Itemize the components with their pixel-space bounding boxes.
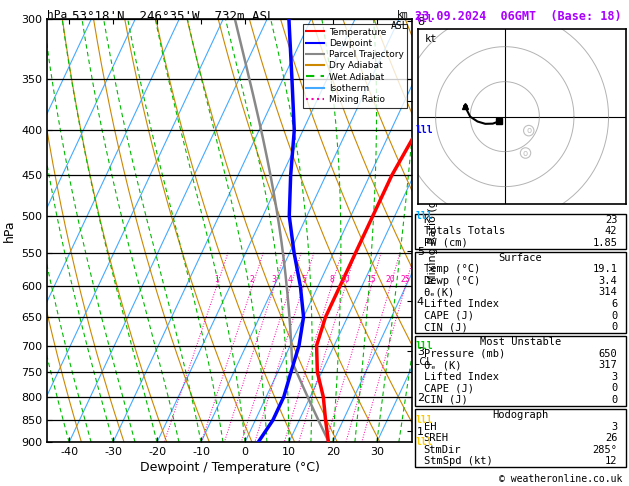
Text: lll: lll [415, 15, 433, 24]
Text: 2: 2 [250, 275, 255, 284]
Text: 3: 3 [611, 372, 618, 382]
Text: 0: 0 [611, 311, 618, 321]
Text: 0: 0 [611, 322, 618, 332]
Text: 10: 10 [340, 275, 350, 284]
Text: 314: 314 [599, 287, 618, 297]
Text: Pressure (mb): Pressure (mb) [423, 349, 505, 359]
Legend: Temperature, Dewpoint, Parcel Trajectory, Dry Adiabat, Wet Adiabat, Isotherm, Mi: Temperature, Dewpoint, Parcel Trajectory… [303, 24, 408, 108]
Text: Hodograph: Hodograph [493, 410, 548, 420]
Text: EH: EH [423, 421, 436, 432]
Text: o: o [523, 149, 528, 157]
Text: km
ASL: km ASL [391, 10, 409, 31]
Text: 650: 650 [599, 349, 618, 359]
Text: lll: lll [415, 125, 433, 135]
Text: 23.09.2024  06GMT  (Base: 18): 23.09.2024 06GMT (Base: 18) [415, 10, 621, 23]
Y-axis label: Mixing Ratio (g/kg): Mixing Ratio (g/kg) [428, 178, 438, 284]
Y-axis label: hPa: hPa [3, 220, 16, 242]
Text: θₑ (K): θₑ (K) [423, 360, 461, 370]
X-axis label: Dewpoint / Temperature (°C): Dewpoint / Temperature (°C) [140, 461, 320, 474]
Text: lll: lll [415, 415, 433, 425]
Text: 317: 317 [599, 360, 618, 370]
Text: lll: lll [415, 211, 433, 221]
Text: 42: 42 [605, 226, 618, 236]
Text: CIN (J): CIN (J) [423, 395, 467, 405]
Text: 1: 1 [214, 275, 219, 284]
Text: 6: 6 [611, 299, 618, 309]
Text: 25: 25 [401, 275, 410, 284]
Text: 12: 12 [605, 456, 618, 466]
Text: o: o [526, 126, 532, 135]
Text: 15: 15 [367, 275, 376, 284]
Text: 20: 20 [386, 275, 395, 284]
Text: Most Unstable: Most Unstable [480, 337, 561, 347]
Text: Totals Totals: Totals Totals [423, 226, 505, 236]
Text: 26: 26 [605, 433, 618, 443]
Text: 5: 5 [301, 275, 306, 284]
Text: Lifted Index: Lifted Index [423, 299, 499, 309]
Text: 23: 23 [605, 215, 618, 225]
Text: 3.4: 3.4 [599, 276, 618, 286]
Text: hPa: hPa [47, 10, 67, 20]
Text: 4: 4 [288, 275, 293, 284]
Text: lll: lll [415, 437, 433, 447]
Text: PW (cm): PW (cm) [423, 238, 467, 248]
Text: lll: lll [415, 341, 433, 350]
Text: LCL: LCL [414, 357, 432, 367]
Text: Temp (°C): Temp (°C) [423, 264, 480, 274]
Text: 8: 8 [329, 275, 334, 284]
Text: StmDir: StmDir [423, 445, 461, 455]
Text: © weatheronline.co.uk: © weatheronline.co.uk [499, 473, 623, 484]
Text: 3: 3 [611, 421, 618, 432]
Text: StmSpd (kt): StmSpd (kt) [423, 456, 493, 466]
Text: CIN (J): CIN (J) [423, 322, 467, 332]
Text: θₑ(K): θₑ(K) [423, 287, 455, 297]
Text: 3: 3 [272, 275, 277, 284]
Text: CAPE (J): CAPE (J) [423, 383, 474, 393]
Text: 19.1: 19.1 [593, 264, 618, 274]
Text: Surface: Surface [499, 253, 542, 263]
Text: SREH: SREH [423, 433, 448, 443]
Text: Lifted Index: Lifted Index [423, 372, 499, 382]
Text: 53°18'N  246°35'W  732m ASL: 53°18'N 246°35'W 732m ASL [72, 10, 275, 23]
Text: 0: 0 [611, 395, 618, 405]
Text: 0: 0 [611, 383, 618, 393]
Text: 285°: 285° [593, 445, 618, 455]
Text: 1.85: 1.85 [593, 238, 618, 248]
Text: Dewp (°C): Dewp (°C) [423, 276, 480, 286]
Text: K: K [423, 215, 430, 225]
Text: kt: kt [425, 35, 437, 44]
Text: CAPE (J): CAPE (J) [423, 311, 474, 321]
